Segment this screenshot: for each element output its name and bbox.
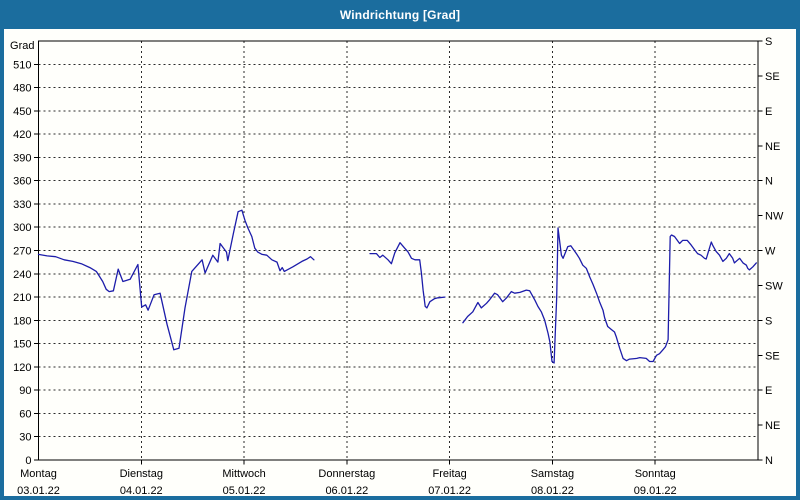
plot-border: [38, 40, 759, 461]
compass-label: NW: [765, 211, 784, 223]
day-label: Samstag: [531, 468, 574, 480]
y-tick-label: 360: [13, 176, 31, 188]
compass-label: E: [765, 106, 772, 118]
y-tick-label: 240: [13, 269, 31, 281]
compass-label: E: [765, 385, 772, 397]
y-tick-label: 30: [19, 432, 31, 444]
date-label: 04.01.22: [120, 485, 163, 497]
compass-label: SE: [765, 71, 780, 83]
date-label: 05.01.22: [223, 485, 266, 497]
y-tick-label: 480: [13, 83, 31, 95]
date-label: 08.01.22: [531, 485, 574, 497]
compass-label: NE: [765, 141, 780, 153]
date-label: 09.01.22: [634, 485, 677, 497]
y-tick-label: 180: [13, 315, 31, 327]
y-tick-label: 0: [25, 455, 31, 467]
date-label: 07.01.22: [428, 485, 471, 497]
chart-title: Windrichtung [Grad]: [339, 7, 461, 22]
y-tick-label: 300: [13, 222, 31, 234]
y-tick-label: 150: [13, 339, 31, 351]
wind-direction-line: [462, 227, 757, 364]
day-label: Sonntag: [635, 468, 676, 480]
day-label: Dienstag: [120, 468, 163, 480]
y-tick-label: 450: [13, 106, 31, 118]
compass-label: N: [765, 455, 773, 467]
y-tick-label: 120: [13, 362, 31, 374]
day-label: Freitag: [433, 468, 467, 480]
wind-direction-line: [369, 242, 446, 309]
compass-label: SE: [765, 350, 780, 362]
y-tick-label: 420: [13, 129, 31, 141]
compass-label: N: [765, 176, 773, 188]
title-bar: Windrichtung [Grad]: [0, 0, 800, 29]
compass-label: W: [765, 246, 776, 258]
y-tick-label: 510: [13, 59, 31, 71]
day-label: Mittwoch: [222, 468, 265, 480]
y-tick-label: 210: [13, 292, 31, 304]
compass-label: SW: [765, 280, 783, 292]
y-tick-label: 330: [13, 199, 31, 211]
compass-label: NE: [765, 420, 780, 432]
y-tick-label: 60: [19, 408, 31, 420]
y-axis-unit-label: Grad: [10, 40, 34, 52]
day-label: Donnerstag: [318, 468, 375, 480]
y-tick-label: 90: [19, 385, 31, 397]
compass-label: S: [765, 36, 772, 48]
y-tick-label: 390: [13, 152, 31, 164]
day-label: Montag: [20, 468, 57, 480]
date-label: 03.01.22: [17, 485, 60, 497]
y-tick-label: 270: [13, 246, 31, 258]
compass-label: S: [765, 315, 772, 327]
date-label: 06.01.22: [325, 485, 368, 497]
wind-direction-line: [37, 209, 315, 351]
